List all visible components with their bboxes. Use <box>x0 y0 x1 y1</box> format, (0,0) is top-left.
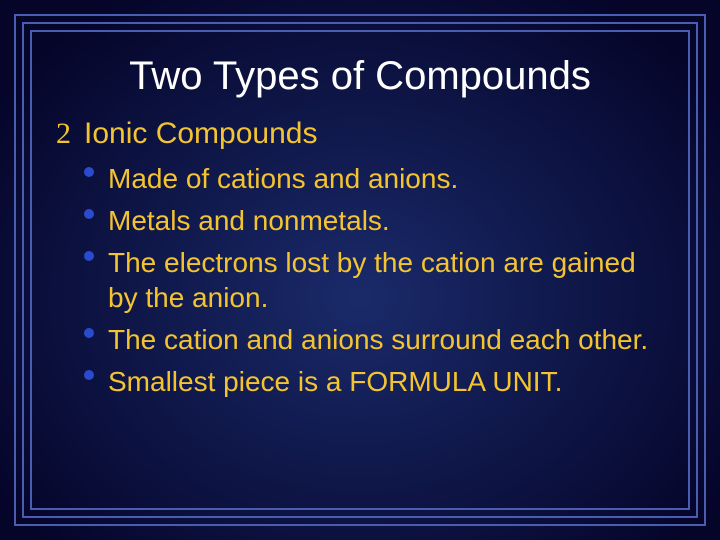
bullet-text: Metals and nonmetals. <box>108 205 390 236</box>
bullet-item: Metals and nonmetals. <box>84 203 664 239</box>
bullet-text: The cation and anions surround each othe… <box>108 324 648 355</box>
bullet-dot-icon <box>84 328 94 338</box>
bullet-item: The cation and anions surround each othe… <box>84 322 664 358</box>
slide-title: Two Types of Compounds <box>56 54 664 99</box>
slide: Two Types of Compounds 2 Ionic Compounds… <box>0 0 720 540</box>
subtitle-marker: 2 <box>56 117 84 151</box>
bullet-item: Made of cations and anions. <box>84 161 664 197</box>
bullet-list: Made of cations and anions. Metals and n… <box>56 161 664 400</box>
bullet-text: Smallest piece is a FORMULA UNIT. <box>108 366 562 397</box>
bullet-text: The electrons lost by the cation are gai… <box>108 247 636 314</box>
bullet-dot-icon <box>84 209 94 219</box>
subtitle-text: Ionic Compounds <box>84 117 317 151</box>
bullet-item: Smallest piece is a FORMULA UNIT. <box>84 364 664 400</box>
bullet-dot-icon <box>84 167 94 177</box>
bullet-item: The electrons lost by the cation are gai… <box>84 245 664 317</box>
bullet-text: Made of cations and anions. <box>108 163 458 194</box>
bullet-dot-icon <box>84 370 94 380</box>
slide-content: Two Types of Compounds 2 Ionic Compounds… <box>0 0 720 540</box>
bullet-dot-icon <box>84 251 94 261</box>
slide-subtitle: 2 Ionic Compounds <box>56 117 664 151</box>
